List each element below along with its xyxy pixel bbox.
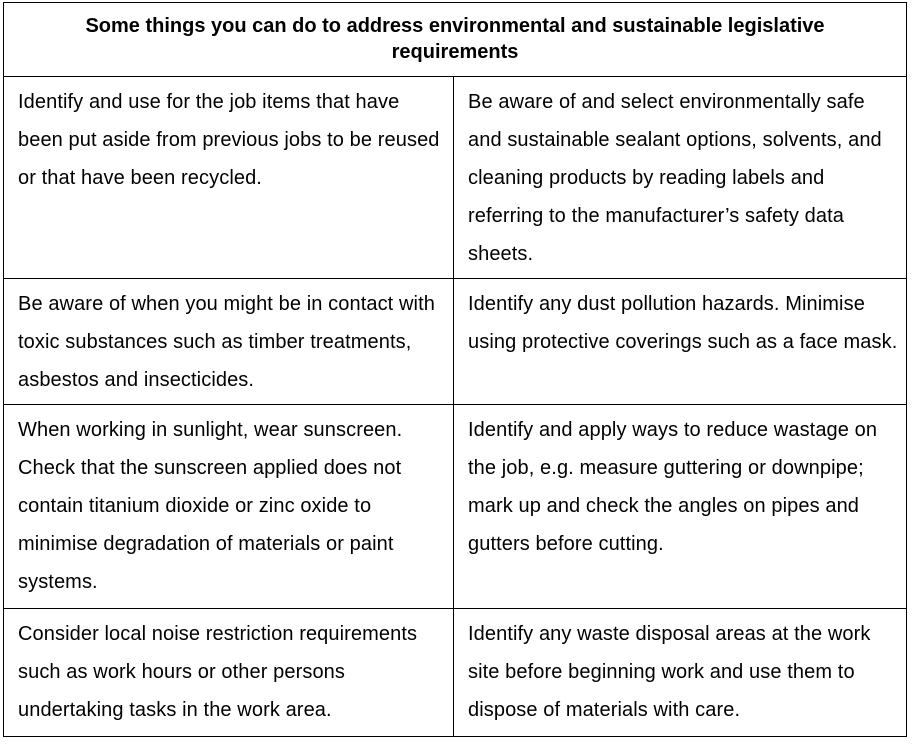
table-cell-left: Be aware of when you might be in contact…: [3, 278, 454, 405]
table-cell-left: Consider local noise restriction require…: [3, 608, 454, 737]
table-row: Consider local noise restriction require…: [3, 608, 907, 737]
table-cell-left: When working in sunlight, wear sunscreen…: [3, 404, 454, 609]
table-cell-right: Identify any waste disposal areas at the…: [453, 608, 907, 737]
table-cell-left: Identify and use for the job items that …: [3, 76, 454, 279]
table-cell-right: Identify any dust pollution hazards. Min…: [453, 278, 907, 405]
table-row: When working in sunlight, wear sunscreen…: [3, 404, 907, 609]
table-cell-right: Be aware of and select environmentally s…: [453, 76, 907, 279]
table-row: Be aware of when you might be in contact…: [3, 278, 907, 405]
table-cell-right: Identify and apply ways to reduce wastag…: [453, 404, 907, 609]
requirements-table: Some things you can do to address enviro…: [3, 2, 907, 737]
table-header-row: Some things you can do to address enviro…: [3, 2, 907, 77]
table-title: Some things you can do to address enviro…: [3, 2, 907, 77]
table-row: Identify and use for the job items that …: [3, 76, 907, 279]
